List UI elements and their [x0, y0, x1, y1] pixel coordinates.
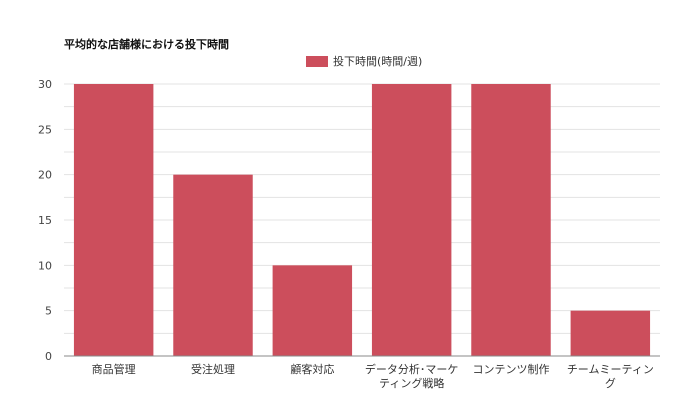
y-tick-label: 30	[38, 78, 52, 91]
y-tick-label: 5	[45, 305, 52, 318]
x-category-label: ティング戦略	[379, 376, 444, 390]
x-category-label: チームミーティン	[567, 363, 654, 376]
y-tick-label: 10	[38, 259, 52, 272]
y-tick-label: 0	[45, 350, 52, 363]
x-category-label: 顧客対応	[290, 362, 334, 376]
bar	[73, 84, 154, 356]
legend-label: 投下時間(時間/週)	[333, 54, 422, 68]
y-tick-label: 25	[38, 123, 52, 136]
bar	[272, 265, 353, 356]
bar	[570, 310, 651, 356]
x-category-label: 商品管理	[92, 362, 136, 376]
gridlines	[64, 83, 660, 334]
legend-swatch	[306, 56, 328, 67]
bar	[471, 84, 551, 356]
y-axis-ticks: 0 5 10 15 20 25 30	[38, 78, 52, 363]
x-category-label: データ分析･マーケ	[365, 362, 459, 376]
x-category-label: グ	[605, 376, 616, 390]
x-category-label: コンテンツ制作	[473, 363, 550, 376]
legend: 投下時間(時間/週)	[306, 54, 422, 68]
y-tick-label: 15	[38, 214, 52, 227]
bar	[173, 174, 253, 356]
x-category-label: 受注処理	[191, 362, 235, 376]
bar	[371, 84, 452, 356]
bars	[73, 84, 651, 356]
y-tick-label: 20	[38, 169, 52, 182]
chart-title: 平均的な店舗様における投下時間	[64, 37, 229, 51]
